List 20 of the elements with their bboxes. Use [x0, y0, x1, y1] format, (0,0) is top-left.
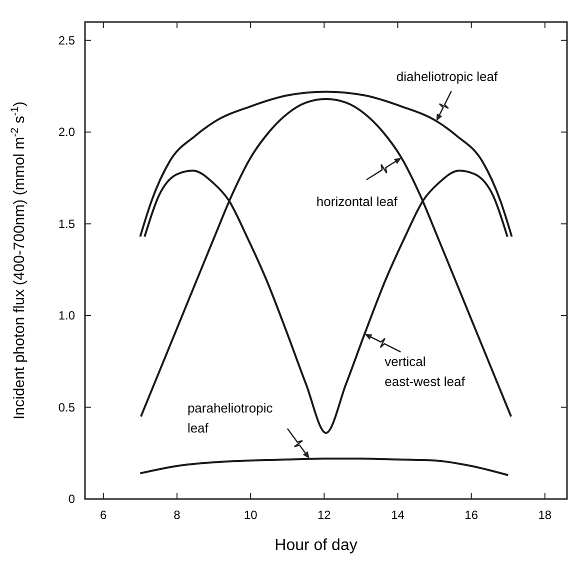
x-tick-label: 14 — [391, 508, 405, 522]
x-tick-label: 18 — [538, 508, 552, 522]
line-series — [139, 458, 510, 476]
x-tick-label: 8 — [174, 508, 181, 522]
y-tick-label: 2.0 — [58, 125, 76, 140]
y-tick-label: 2.5 — [58, 33, 76, 48]
annotation: paraheliotropic leaf — [187, 400, 274, 436]
x-axis-title: Hour of day — [274, 537, 358, 554]
y-tick-label: 1.5 — [58, 216, 76, 231]
line-series — [139, 90, 513, 238]
annotation: diaheliotropic leaf — [396, 69, 498, 84]
x-tick-label: 16 — [464, 508, 478, 522]
x-tick-label: 10 — [244, 508, 258, 522]
annotation: vertical east-west leaf — [384, 354, 466, 389]
x-tick-label: 6 — [100, 508, 108, 522]
x-tick-label: 12 — [317, 508, 332, 522]
y-tick-label: 0.5 — [58, 400, 76, 414]
y-tick-label: 0 — [68, 492, 76, 506]
annotation: horizontal leaf — [316, 194, 398, 209]
y-tick-label: 1.0 — [58, 308, 76, 323]
